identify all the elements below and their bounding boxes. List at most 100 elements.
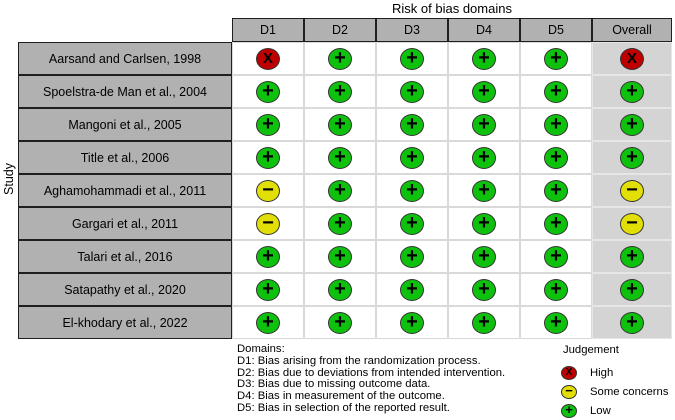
judgement-circle-low: + bbox=[472, 311, 496, 334]
judgement-circle-low: + bbox=[620, 80, 644, 103]
judgement-circle-low: + bbox=[256, 245, 280, 268]
judgement-cell: + bbox=[520, 108, 592, 141]
header-cell-d3: D3 bbox=[376, 18, 448, 42]
judgement-circle-low: + bbox=[256, 278, 280, 301]
judgement-circle-low: + bbox=[472, 80, 496, 103]
judgement-cell: + bbox=[592, 240, 672, 273]
judgement-cell: + bbox=[304, 141, 376, 174]
judgement-cell: − bbox=[232, 174, 304, 207]
judgement-cell: + bbox=[448, 240, 520, 273]
judgement-circle-low: + bbox=[544, 179, 568, 202]
judgement-cell: + bbox=[592, 75, 672, 108]
grid-corner-cell bbox=[18, 18, 232, 42]
judgement-cell: − bbox=[232, 207, 304, 240]
judgement-cell: + bbox=[304, 108, 376, 141]
rob-grid: D1 D2 D3 D4 D5 Overall Aarsand and Carlsen, 19… bbox=[18, 18, 672, 339]
judgement-circle-low: + bbox=[256, 113, 280, 136]
judgement-circle-some-concerns: − bbox=[620, 179, 644, 202]
legend-label-high: High bbox=[590, 366, 614, 379]
study-label: El-khodary et al., 2022 bbox=[18, 306, 232, 339]
domain-definition-d5: D5: Bias in selection of the reported re… bbox=[237, 401, 450, 414]
judgement-circle-low: + bbox=[256, 146, 280, 169]
domain-definition-d3: D3: Bias due to missing outcome data. bbox=[237, 378, 431, 391]
study-label: Aarsand and Carlsen, 1998 bbox=[18, 42, 232, 75]
judgement-circle-low: + bbox=[620, 245, 644, 268]
judgement-cell: + bbox=[376, 42, 448, 75]
judgement-circle-low: + bbox=[256, 80, 280, 103]
judgement-cell: + bbox=[448, 108, 520, 141]
judgement-cell: + bbox=[520, 240, 592, 273]
judgement-cell: + bbox=[448, 174, 520, 207]
judgement-circle-low: + bbox=[400, 212, 424, 235]
judgement-circle-low: + bbox=[544, 311, 568, 334]
study-label: Aghamohammadi et al., 2011 bbox=[18, 174, 232, 207]
judgement-circle-low: + bbox=[400, 245, 424, 268]
judgement-circle-low: + bbox=[544, 80, 568, 103]
study-label: Satapathy et al., 2020 bbox=[18, 273, 232, 306]
legend-item-high: X High bbox=[561, 363, 669, 382]
judgement-circle-low: + bbox=[400, 146, 424, 169]
judgement-cell: − bbox=[592, 174, 672, 207]
judgement-cell: + bbox=[376, 174, 448, 207]
judgement-circle-low: + bbox=[620, 113, 644, 136]
judgement-cell: + bbox=[376, 75, 448, 108]
judgement-cell: + bbox=[376, 141, 448, 174]
judgement-cell: + bbox=[376, 240, 448, 273]
legend-item-some-concerns: − Some concerns bbox=[561, 382, 669, 401]
judgement-circle-low: + bbox=[544, 146, 568, 169]
judgement-cell: + bbox=[520, 306, 592, 339]
legend-circle-some-concerns: − bbox=[561, 384, 577, 399]
judgement-circle-low: + bbox=[328, 212, 352, 235]
legend-circle-high: X bbox=[561, 365, 577, 380]
judgement-circle-low: + bbox=[472, 179, 496, 202]
header-cell-d1: D1 bbox=[232, 18, 304, 42]
judgement-cell: + bbox=[232, 306, 304, 339]
judgement-circle-low: + bbox=[400, 47, 424, 70]
judgement-cell: + bbox=[448, 42, 520, 75]
judgement-cell: + bbox=[304, 42, 376, 75]
study-label: Talari et al., 2016 bbox=[18, 240, 232, 273]
judgement-circle-low: + bbox=[472, 212, 496, 235]
judgement-circle-low: + bbox=[544, 47, 568, 70]
judgement-cell: + bbox=[448, 306, 520, 339]
header-cell-d5: D5 bbox=[520, 18, 592, 42]
study-label: Gargari et al., 2011 bbox=[18, 207, 232, 240]
study-label: Mangoni et al., 2005 bbox=[18, 108, 232, 141]
judgement-cell: + bbox=[304, 240, 376, 273]
y-axis-label: Study bbox=[2, 162, 16, 195]
judgement-cell: − bbox=[592, 207, 672, 240]
judgement-cell: + bbox=[520, 42, 592, 75]
judgement-circle-low: + bbox=[620, 311, 644, 334]
judgement-cell: + bbox=[448, 141, 520, 174]
study-label: Spoelstra-de Man et al., 2004 bbox=[18, 75, 232, 108]
judgement-cell: + bbox=[592, 273, 672, 306]
judgement-cell: + bbox=[448, 273, 520, 306]
judgement-cell: + bbox=[232, 240, 304, 273]
judgement-circle-low: + bbox=[400, 80, 424, 103]
judgement-circle-low: + bbox=[544, 212, 568, 235]
judgement-legend: Judgement X High − Some concerns + Low bbox=[561, 344, 669, 420]
judgement-circle-low: + bbox=[400, 113, 424, 136]
judgement-circle-some-concerns: − bbox=[620, 212, 644, 235]
judgement-circle-low: + bbox=[472, 278, 496, 301]
judgement-circle-low: + bbox=[400, 179, 424, 202]
judgement-cell: + bbox=[520, 141, 592, 174]
study-label: Title et al., 2006 bbox=[18, 141, 232, 174]
header-cell-overall: Overall bbox=[592, 18, 672, 42]
judgement-cell: + bbox=[304, 75, 376, 108]
judgement-circle-low: + bbox=[328, 113, 352, 136]
judgement-cell: + bbox=[592, 108, 672, 141]
legend-circle-low: + bbox=[561, 403, 577, 418]
judgement-cell: + bbox=[232, 273, 304, 306]
judgement-cell: + bbox=[232, 75, 304, 108]
domain-definition-d1: D1: Bias arising from the randomization … bbox=[237, 354, 481, 367]
judgement-circle-low: + bbox=[328, 245, 352, 268]
legend-label-low: Low bbox=[590, 404, 611, 417]
judgement-circle-low: + bbox=[472, 113, 496, 136]
judgement-cell: + bbox=[376, 306, 448, 339]
domains-footnote: Domains: D1: Bias arising from the rando… bbox=[237, 343, 505, 415]
legend-label-some-concerns: Some concerns bbox=[590, 385, 669, 398]
judgement-cell: + bbox=[448, 75, 520, 108]
judgement-circle-some-concerns: − bbox=[256, 179, 280, 202]
